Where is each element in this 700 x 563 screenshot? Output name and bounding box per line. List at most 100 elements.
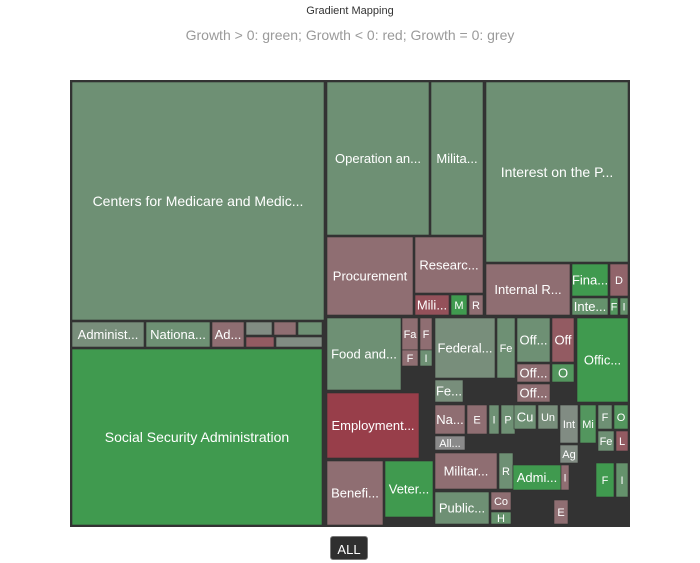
treemap-cell[interactable]	[434, 452, 498, 490]
chart-subtitle: Growth > 0: green; Growth < 0: red; Grow…	[185, 27, 515, 43]
treemap-cell[interactable]	[245, 321, 273, 336]
treemap-cell-label: Food and...	[331, 347, 397, 362]
treemap-cell[interactable]	[595, 462, 615, 498]
treemap-cell[interactable]	[553, 499, 569, 525]
treemap-cell[interactable]	[551, 363, 575, 383]
treemap-cell-label: E	[473, 414, 480, 426]
treemap-cell[interactable]	[401, 349, 419, 367]
treemap-cell-label: D	[615, 275, 623, 287]
treemap-cell-label: O	[558, 366, 568, 381]
treemap-cell-label: L	[619, 436, 625, 448]
treemap-cell[interactable]	[326, 236, 414, 316]
treemap-cell[interactable]	[513, 404, 537, 430]
treemap-cell-label: O	[617, 412, 626, 424]
treemap-cell-label: Fa	[404, 329, 418, 341]
treemap-cell-label: E	[557, 507, 564, 519]
treemap-cell[interactable]	[384, 460, 434, 518]
treemap-cell[interactable]	[537, 404, 559, 430]
treemap-cell[interactable]	[273, 321, 297, 336]
treemap-cell[interactable]	[571, 297, 609, 316]
treemap-cell[interactable]	[326, 317, 402, 391]
treemap-cell[interactable]	[466, 404, 488, 435]
treemap-cell-label: F	[407, 353, 414, 365]
treemap-cell[interactable]	[275, 336, 323, 348]
treemap-cell[interactable]	[559, 444, 579, 464]
treemap-cell-label: Int	[563, 419, 575, 431]
treemap-cell-label: Milita...	[436, 151, 477, 166]
treemap-cell[interactable]	[434, 404, 466, 435]
treemap-cell[interactable]	[490, 511, 512, 525]
treemap-cell-label: Admi...	[517, 470, 557, 485]
treemap-cell[interactable]	[485, 263, 571, 316]
treemap-cell[interactable]	[490, 491, 512, 511]
treemap-cell[interactable]	[619, 297, 629, 316]
treemap-cell-label: Co	[494, 496, 508, 508]
treemap-cell[interactable]	[609, 263, 629, 297]
treemap-cell[interactable]	[551, 317, 575, 363]
treemap-cell-label: Employment...	[331, 418, 414, 433]
treemap-cell-label: All...	[439, 438, 460, 450]
all-button[interactable]: ALL	[330, 536, 368, 560]
treemap-cell-label: I	[563, 472, 566, 484]
treemap-cell[interactable]	[516, 383, 551, 403]
treemap-cell[interactable]	[609, 297, 619, 316]
treemap-cell[interactable]	[326, 81, 430, 236]
treemap-cell[interactable]	[419, 349, 433, 367]
treemap-cell[interactable]	[430, 81, 484, 236]
treemap-cell-label: I	[424, 353, 427, 365]
treemap-cell-label: F	[423, 329, 430, 341]
treemap-cell-label: Fe	[600, 436, 613, 448]
treemap-cell[interactable]	[615, 462, 629, 498]
treemap-cell[interactable]	[516, 363, 551, 383]
treemap-cell[interactable]	[450, 294, 468, 316]
treemap-cell-label: Na...	[436, 412, 463, 427]
treemap-cell[interactable]	[71, 81, 325, 321]
treemap-cell[interactable]	[245, 336, 275, 348]
treemap-cell[interactable]	[71, 321, 145, 348]
treemap-cell-label: Administ...	[78, 327, 139, 342]
treemap-cell[interactable]	[559, 404, 579, 444]
treemap-cells: Centers for Medicare and Medic... Adminis…	[71, 81, 629, 526]
treemap-cell[interactable]	[615, 430, 629, 452]
treemap-cell[interactable]	[488, 404, 500, 435]
treemap-cell[interactable]	[414, 236, 484, 294]
treemap-cell-label: Off	[554, 333, 571, 348]
treemap-cell[interactable]	[71, 348, 323, 526]
treemap-cell[interactable]	[560, 464, 570, 491]
treemap-cell[interactable]	[571, 263, 609, 297]
treemap-cell-label: R	[472, 300, 480, 312]
treemap-cell-label: Fe...	[436, 384, 462, 399]
treemap-cell[interactable]	[211, 321, 245, 348]
treemap-cell-label: Un	[541, 412, 555, 424]
treemap-cell-label: Off...	[520, 366, 548, 381]
treemap-cell-label: Internal R...	[494, 282, 561, 297]
treemap-cell[interactable]	[145, 321, 211, 348]
treemap-cell[interactable]	[326, 392, 420, 459]
treemap-cell[interactable]	[414, 294, 450, 316]
treemap-cell[interactable]	[485, 81, 629, 263]
treemap-cell-label: Off...	[520, 333, 548, 348]
treemap-cell-label: Procurement	[333, 269, 408, 284]
treemap-cell-label: I	[622, 301, 625, 313]
treemap-cell[interactable]	[613, 404, 629, 430]
treemap-cell[interactable]	[434, 435, 466, 451]
treemap-cell[interactable]	[516, 317, 551, 363]
treemap-cell[interactable]	[576, 317, 629, 403]
treemap-cell-label: Federal...	[438, 341, 493, 356]
treemap-cell[interactable]	[468, 294, 484, 316]
treemap-cell[interactable]	[326, 460, 384, 526]
treemap-cell[interactable]	[597, 404, 613, 430]
treemap-cell[interactable]	[434, 491, 490, 525]
treemap-cell-label: P	[504, 414, 511, 426]
treemap-cell[interactable]	[579, 404, 597, 444]
treemap-cell[interactable]	[496, 317, 516, 379]
treemap-cell[interactable]	[597, 430, 615, 452]
treemap-cell[interactable]	[297, 321, 323, 336]
treemap-cell-label: H	[497, 513, 505, 525]
treemap-cell[interactable]	[434, 317, 496, 379]
treemap-cell[interactable]	[434, 379, 464, 403]
treemap-cell-label: Mili...	[417, 298, 447, 313]
treemap-cell-label: R	[502, 466, 510, 478]
treemap-cell-label: Fina...	[572, 273, 608, 288]
